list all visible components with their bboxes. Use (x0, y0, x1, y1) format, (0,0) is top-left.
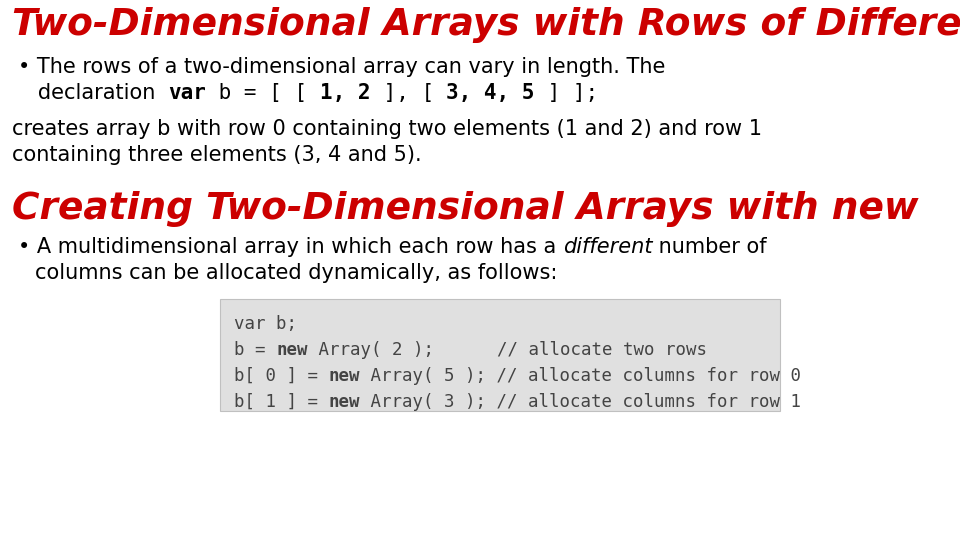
Text: columns can be allocated dynamically, as follows:: columns can be allocated dynamically, as… (35, 263, 558, 283)
Text: ], [: ], [ (371, 83, 446, 103)
Text: Array( 2 );      // allocate two rows: Array( 2 ); // allocate two rows (307, 341, 707, 359)
Text: b =: b = (234, 341, 276, 359)
Text: declaration: declaration (18, 83, 169, 103)
FancyBboxPatch shape (220, 299, 780, 411)
Text: 1, 2: 1, 2 (320, 83, 371, 103)
Text: Two-Dimensional Arrays with Rows of Different Lengths: Two-Dimensional Arrays with Rows of Diff… (12, 7, 960, 43)
Text: different: different (563, 237, 653, 257)
Text: Array( 5 ); // allocate columns for row 0: Array( 5 ); // allocate columns for row … (360, 367, 801, 385)
Text: containing three elements (3, 4 and 5).: containing three elements (3, 4 and 5). (12, 145, 421, 165)
Text: number of: number of (653, 237, 767, 257)
Text: • A multidimensional array in which each row has a: • A multidimensional array in which each… (18, 237, 563, 257)
Text: Array( 3 ); // allocate columns for row 1: Array( 3 ); // allocate columns for row … (360, 393, 801, 411)
Text: new: new (328, 393, 360, 411)
Text: var: var (169, 83, 206, 103)
Text: creates array b with row 0 containing two elements (1 and 2) and row 1: creates array b with row 0 containing tw… (12, 119, 762, 139)
Text: b = [ [: b = [ [ (206, 83, 320, 103)
Text: 3, 4, 5: 3, 4, 5 (446, 83, 535, 103)
Text: Creating Two-Dimensional Arrays with new: Creating Two-Dimensional Arrays with new (12, 191, 919, 227)
Text: b[ 1 ] =: b[ 1 ] = (234, 393, 328, 411)
Text: new: new (276, 341, 307, 359)
Text: new: new (328, 367, 360, 385)
Text: var b;: var b; (234, 315, 297, 333)
Text: • The rows of a two-dimensional array can vary in length. The: • The rows of a two-dimensional array ca… (18, 57, 665, 77)
Text: ] ];: ] ]; (535, 83, 598, 103)
Text: b[ 0 ] =: b[ 0 ] = (234, 367, 328, 385)
